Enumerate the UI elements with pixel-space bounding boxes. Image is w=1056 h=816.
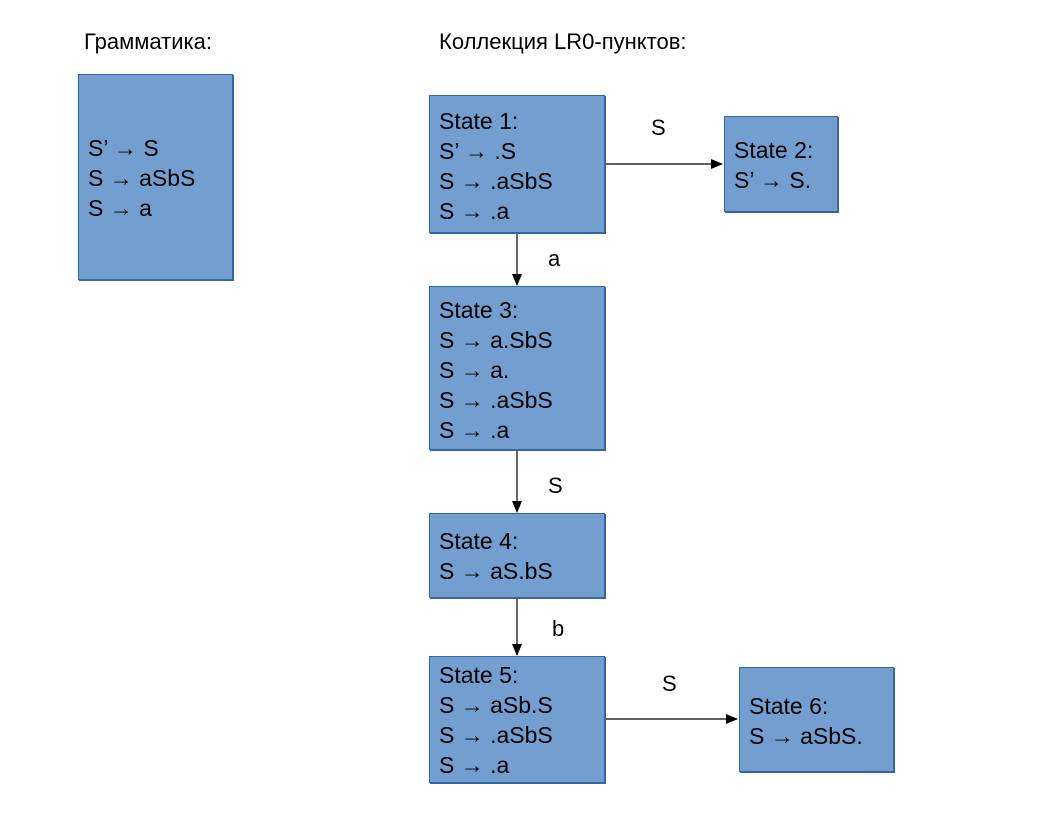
- state-item: S → .a: [439, 198, 510, 224]
- grammar-rule: S → a: [88, 195, 152, 221]
- state-item: S → .aSbS: [439, 168, 553, 194]
- state-4-box: State 4: S → aS.bS: [429, 513, 605, 598]
- state-item: S → .aSbS: [439, 387, 553, 413]
- state-item: S → a.SbS: [439, 327, 553, 353]
- state-item: S → aSb.S: [439, 692, 553, 718]
- state-2-box: State 2: S’ → S.: [724, 116, 838, 212]
- collection-heading: Коллекция LR0-пунктов:: [439, 29, 687, 54]
- state-3-box: State 3: S → a.SbS S → a. S → .aSbS S → …: [429, 286, 605, 450]
- transition-label: S: [651, 115, 666, 140]
- grammar-rule: S’ → S: [88, 135, 159, 161]
- state-item: S → aSbS.: [749, 723, 863, 749]
- state-6-box: State 6: S → aSbS.: [739, 667, 894, 772]
- state-item: S → .a: [439, 752, 510, 778]
- transition-label: a: [548, 246, 561, 271]
- state-title: State 5:: [439, 662, 519, 688]
- state-1-box: State 1: S’ → .S S → .aSbS S → .a: [429, 95, 605, 233]
- state-item: S’ → .S: [439, 138, 517, 164]
- grammar-rule: S → aSbS: [88, 165, 196, 191]
- state-item: S’ → S.: [734, 167, 812, 193]
- state-title: State 4:: [439, 528, 519, 554]
- state-5-box: State 5: S → aSb.S S → .aSbS S → .a: [429, 656, 605, 783]
- transition-label: S: [548, 473, 563, 498]
- state-title: State 3:: [439, 297, 519, 323]
- state-item: S → .aSbS: [439, 722, 553, 748]
- state-item: S → aS.bS: [439, 558, 553, 584]
- transition-label: b: [552, 616, 565, 641]
- transition-label: S: [662, 671, 677, 696]
- state-item: S → a.: [439, 357, 510, 383]
- state-title: State 6:: [749, 693, 829, 719]
- grammar-box: S’ → S S → aSbS S → a: [78, 74, 233, 280]
- grammar-heading: Грамматика:: [84, 29, 212, 54]
- state-item: S → .a: [439, 417, 510, 443]
- state-title: State 1:: [439, 108, 519, 134]
- state-title: State 2:: [734, 137, 814, 163]
